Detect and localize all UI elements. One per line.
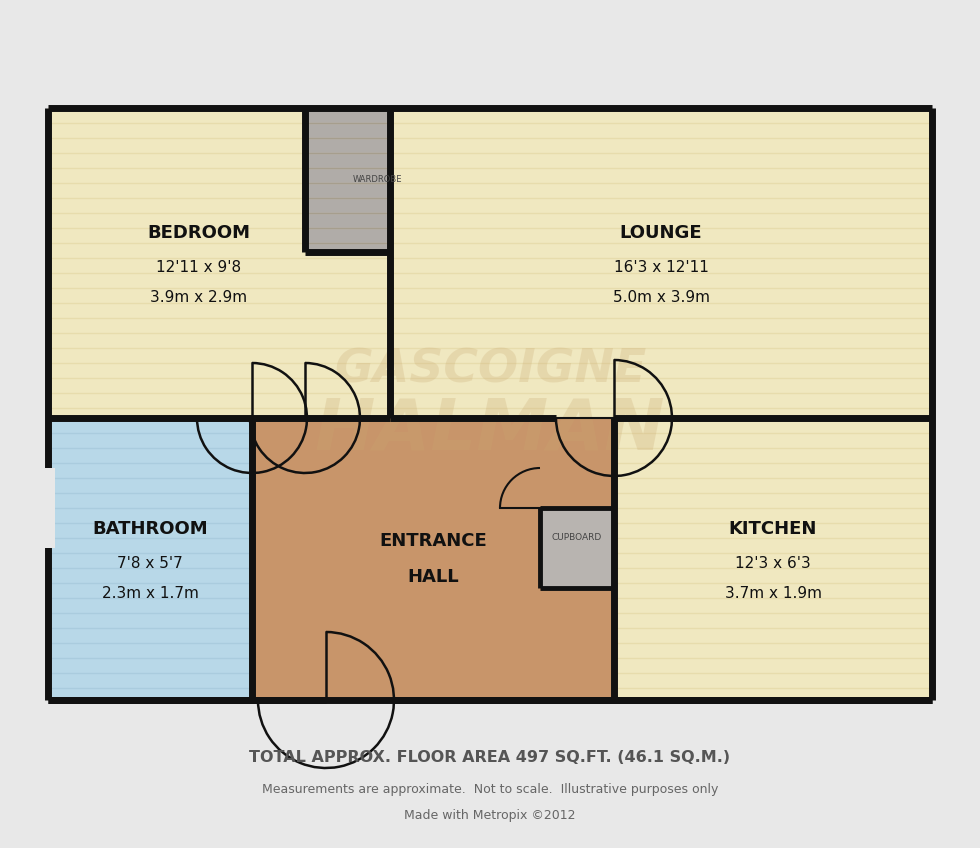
Bar [614,418,932,700]
Text: 3.9m x 2.9m: 3.9m x 2.9m [151,291,248,305]
Text: HALMAN: HALMAN [315,395,665,465]
Text: 16'3 x 12'11: 16'3 x 12'11 [613,260,709,276]
Text: 3.7m x 1.9m: 3.7m x 1.9m [724,587,821,601]
Bar [540,508,614,588]
Bar [43,468,55,548]
Text: CUPBOARD: CUPBOARD [552,533,602,543]
Text: LOUNGE: LOUNGE [619,224,703,242]
Bar [305,108,390,252]
Bar [48,108,390,418]
Text: 2.3m x 1.7m: 2.3m x 1.7m [102,587,198,601]
Text: 12'11 x 9'8: 12'11 x 9'8 [157,260,241,276]
Text: BATHROOM: BATHROOM [92,520,208,538]
Text: GASCOIGNE: GASCOIGNE [334,348,646,393]
Text: Measurements are approximate.  Not to scale.  Illustrative purposes only: Measurements are approximate. Not to sca… [262,784,718,796]
Text: 5.0m x 3.9m: 5.0m x 3.9m [612,291,710,305]
Bar [48,418,252,700]
Text: ENTRANCE: ENTRANCE [379,532,487,550]
Text: 12'3 x 6'3: 12'3 x 6'3 [735,556,810,572]
Bar [252,418,614,700]
Text: WARDROBE: WARDROBE [353,176,402,185]
Bar [390,108,932,418]
Text: Made with Metropix ©2012: Made with Metropix ©2012 [405,808,576,822]
Text: 7'8 x 5'7: 7'8 x 5'7 [118,556,183,572]
Text: KITCHEN: KITCHEN [729,520,817,538]
Text: TOTAL APPROX. FLOOR AREA 497 SQ.FT. (46.1 SQ.M.): TOTAL APPROX. FLOOR AREA 497 SQ.FT. (46.… [250,750,730,766]
Text: HALL: HALL [407,568,459,586]
Text: BEDROOM: BEDROOM [148,224,251,242]
